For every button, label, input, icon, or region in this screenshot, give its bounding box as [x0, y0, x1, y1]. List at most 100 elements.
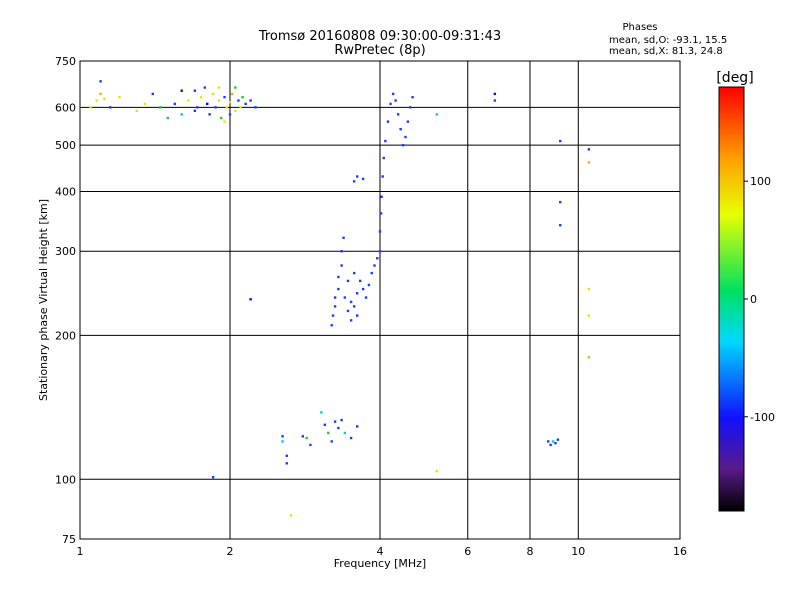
data-point — [337, 275, 340, 279]
data-point — [309, 443, 312, 447]
y-tick-label: 300 — [55, 245, 76, 258]
data-point — [404, 135, 407, 139]
data-point — [99, 92, 102, 96]
data-point — [364, 296, 368, 299]
data-point — [546, 440, 550, 443]
data-point — [285, 454, 288, 457]
data-point — [355, 175, 359, 178]
data-point — [203, 86, 206, 89]
data-point — [559, 200, 562, 204]
stats-line-o: mean, sd,O: -93.1, 15.5 — [609, 35, 727, 46]
data-point — [228, 113, 232, 116]
data-point — [549, 443, 552, 447]
data-point — [281, 435, 284, 438]
data-point — [394, 99, 397, 102]
data-point — [340, 250, 343, 253]
stats-line-x: mean, sd,X: 81.3, 24.8 — [609, 46, 723, 57]
data-point — [376, 257, 379, 260]
data-point — [241, 95, 244, 99]
data-point — [225, 106, 228, 109]
data-point — [166, 116, 169, 120]
data-point — [99, 80, 102, 83]
data-point — [89, 106, 92, 109]
data-point — [219, 116, 223, 120]
x-tick-label: 2 — [227, 545, 234, 558]
tick-layer: 1 2 4 6 8 10 16 75 100 200 300 400 500 600 750 — [55, 55, 687, 558]
data-point — [346, 279, 350, 283]
x-tick-label: 10 — [571, 545, 585, 558]
data-point — [330, 324, 333, 327]
data-point — [355, 292, 359, 295]
data-point — [337, 287, 340, 291]
data-point — [196, 106, 199, 109]
data-point — [217, 99, 221, 102]
x-tick-label: 1 — [77, 545, 84, 558]
data-point — [95, 99, 98, 102]
data-point — [380, 195, 383, 198]
data-point — [208, 113, 211, 116]
y-tick-label: 200 — [55, 329, 76, 342]
data-point — [159, 106, 162, 109]
data-point — [214, 106, 217, 109]
data-point — [358, 279, 362, 283]
data-point — [378, 230, 382, 233]
data-point — [234, 109, 237, 113]
data-point — [355, 314, 359, 317]
data-point — [223, 95, 226, 99]
data-point — [355, 425, 359, 428]
y-tick-label: 75 — [62, 533, 76, 546]
data-point — [556, 438, 560, 441]
data-point — [301, 435, 305, 438]
data-point — [330, 440, 333, 443]
data-point — [333, 296, 337, 299]
data-point — [587, 287, 591, 291]
data-point — [244, 102, 247, 106]
x-tick-label: 4 — [377, 545, 384, 558]
data-point — [411, 95, 414, 99]
data-point — [228, 100, 232, 104]
data-point — [199, 95, 203, 99]
data-point — [401, 143, 405, 147]
data-point — [211, 92, 215, 96]
data-point — [143, 102, 147, 106]
data-point — [173, 102, 177, 106]
chart-title: Tromsø 20160808 09:30:00-09:31:43 — [258, 29, 501, 44]
data-point — [289, 514, 293, 517]
data-point — [340, 264, 343, 267]
data-point — [349, 436, 353, 440]
data-point — [187, 99, 190, 102]
data-point — [352, 180, 356, 183]
data-point — [230, 92, 234, 96]
data-point — [223, 120, 226, 123]
data-point — [135, 109, 138, 113]
data-point — [399, 127, 402, 131]
data-point — [281, 440, 284, 443]
data-point — [323, 423, 327, 427]
data-point — [406, 120, 410, 123]
colorbar-tick-label: -100 — [750, 411, 775, 424]
data-point — [352, 305, 356, 308]
data-point — [409, 106, 412, 109]
data-point — [103, 97, 106, 101]
colorbar-ticks: 100 0 -100 — [744, 175, 775, 424]
data-point — [180, 113, 183, 116]
y-tick-label: 100 — [55, 473, 76, 486]
data-point — [205, 102, 209, 106]
x-tick-label: 8 — [527, 545, 534, 558]
data-point — [285, 462, 288, 465]
data-point — [320, 411, 323, 414]
x-axis-label: Frequency [MHz] — [334, 557, 426, 570]
data-point — [327, 431, 330, 435]
data-point — [217, 86, 221, 89]
data-point — [559, 224, 562, 227]
data-point — [254, 106, 257, 109]
points-layer — [89, 80, 591, 517]
grid-layer — [79, 60, 681, 540]
data-point — [180, 89, 183, 92]
data-point — [211, 476, 215, 479]
data-point — [587, 356, 591, 359]
data-point — [305, 436, 308, 440]
y-tick-label: 400 — [55, 185, 76, 198]
chart-subtitle: RwPretec (8p) — [334, 43, 425, 58]
